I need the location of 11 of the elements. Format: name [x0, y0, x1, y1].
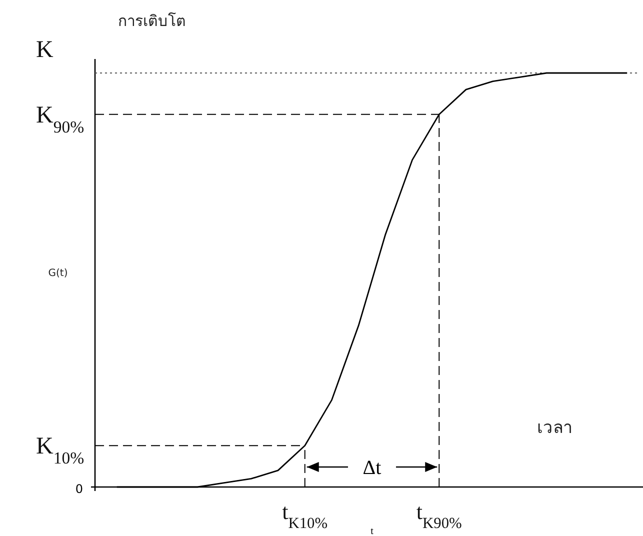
x-axis-title: เวลา — [537, 418, 573, 438]
ref-line-label: K$_{90%}$ — [36, 102, 84, 136]
text: 0 — [75, 482, 83, 496]
ref-line-label: K$_{10%}$ — [36, 434, 84, 468]
chart-title: การเติบโต — [118, 12, 186, 30]
annotation: Δt — [362, 457, 382, 479]
x-tick-label: t$_{K10%}$ — [282, 499, 328, 532]
y-axis-title: G(t) — [48, 268, 68, 279]
ref-line-label: K — [36, 37, 54, 63]
text: t — [370, 526, 374, 536]
x-tick-label: t$_{K90%}$ — [416, 499, 462, 532]
